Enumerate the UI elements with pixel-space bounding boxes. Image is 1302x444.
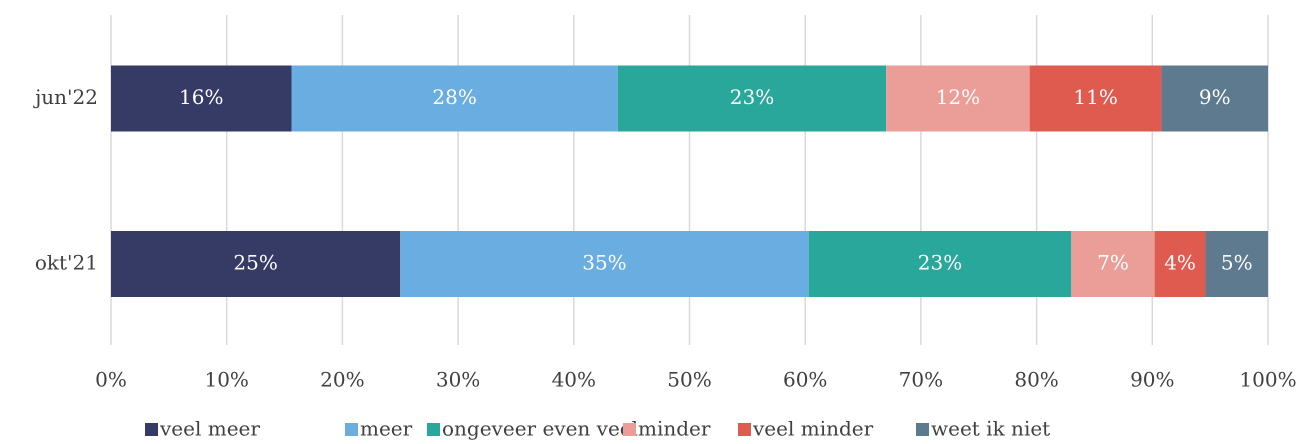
data-label: 11% <box>1073 85 1117 109</box>
x-tick-label: 100% <box>1239 368 1296 392</box>
x-tick-label: 30% <box>436 368 480 392</box>
bar-segment <box>808 231 1072 297</box>
bar-segment <box>617 65 887 132</box>
legend-label: veel meer <box>159 417 260 441</box>
bar-segment <box>400 231 809 297</box>
legend-label: veel minder <box>752 417 874 441</box>
x-tick-label: 40% <box>552 368 596 392</box>
bar-segment <box>1154 231 1206 297</box>
x-tick-label: 0% <box>95 368 127 392</box>
legend-swatch <box>427 423 440 436</box>
bar-segment <box>886 65 1030 132</box>
x-tick-label: 90% <box>1130 368 1174 392</box>
x-tick-label: 50% <box>667 368 711 392</box>
x-tick-label: 20% <box>320 368 364 392</box>
y-tick-label: okt'21 <box>35 251 98 275</box>
data-label: 12% <box>936 85 980 109</box>
legend-swatch <box>345 423 358 436</box>
x-tick-label: 60% <box>783 368 827 392</box>
data-label: 23% <box>918 251 962 275</box>
data-label: 9% <box>1199 85 1231 109</box>
bar-segment <box>111 231 401 297</box>
legend-swatch <box>916 423 929 436</box>
data-label: 25% <box>233 251 277 275</box>
bar-segment <box>1161 65 1268 132</box>
legend-label: ongeveer even veel <box>442 417 638 441</box>
data-label: 5% <box>1221 251 1253 275</box>
data-label: 4% <box>1164 251 1196 275</box>
x-tick-label: 10% <box>204 368 248 392</box>
legend-swatch <box>738 423 751 436</box>
data-label: 28% <box>432 85 476 109</box>
bar-segment <box>291 65 618 132</box>
legend-label: weet ik niet <box>931 417 1050 441</box>
bar-segment <box>1071 231 1155 297</box>
data-label: 16% <box>179 85 223 109</box>
legend-swatch <box>623 423 636 436</box>
x-tick-label: 80% <box>1014 368 1058 392</box>
y-tick-label: jun'22 <box>33 85 98 109</box>
legend-swatch <box>145 423 158 436</box>
data-label: 7% <box>1097 251 1129 275</box>
legend-label: minder <box>638 417 711 441</box>
bar-segment <box>1205 231 1268 297</box>
bar-segment <box>111 65 292 132</box>
legend-label: meer <box>360 417 413 441</box>
x-tick-label: 70% <box>899 368 943 392</box>
bar-segment <box>1029 65 1162 132</box>
data-label: 35% <box>582 251 626 275</box>
data-label: 23% <box>730 85 774 109</box>
